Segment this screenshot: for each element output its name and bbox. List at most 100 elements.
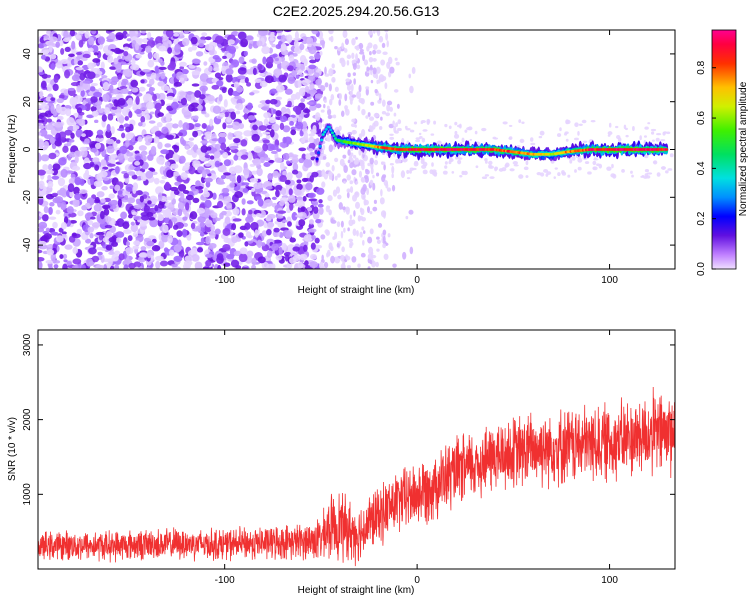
noise-cell: [58, 157, 67, 166]
noise-cell: [75, 129, 84, 138]
noise-cell: [81, 264, 87, 269]
noise-cell: [344, 38, 349, 46]
noise-cell: [376, 49, 382, 54]
noise-cell: [56, 97, 64, 104]
noise-cell: [307, 207, 313, 212]
noise-cell: [240, 38, 249, 48]
noise-cell: [361, 108, 366, 116]
noise-cell: [248, 209, 253, 215]
noise-cell: [632, 126, 635, 131]
noise-cell: [252, 124, 258, 131]
noise-cell: [373, 199, 377, 205]
noise-cell: [231, 236, 238, 244]
noise-cell: [369, 228, 374, 235]
noise-cell: [246, 250, 254, 258]
noise-cell: [119, 145, 128, 155]
noise-cell: [382, 243, 387, 249]
noise-cell: [309, 175, 314, 183]
noise-cell: [644, 154, 649, 159]
noise-cell: [96, 129, 104, 136]
noise-cell: [397, 119, 402, 125]
noise-cell: [251, 264, 257, 269]
noise-cell: [218, 194, 224, 200]
ridge-cell: [329, 128, 333, 132]
noise-cell: [358, 97, 364, 104]
noise-cell: [155, 186, 164, 195]
noise-cell: [209, 50, 215, 56]
noise-cell: [200, 36, 207, 41]
noise-cell: [243, 50, 248, 57]
noise-cell: [233, 250, 242, 257]
noise-cell: [115, 237, 122, 243]
noise-cell: [349, 186, 354, 194]
noise-cell: [291, 211, 298, 221]
noise-cell: [80, 148, 88, 158]
noise-cell: [530, 142, 536, 146]
noise-cell: [234, 191, 244, 199]
noise-cell: [139, 51, 145, 55]
noise-cell: [270, 150, 278, 155]
noise-cell: [378, 93, 382, 99]
noise-cell: [133, 204, 142, 209]
noise-cell: [351, 118, 356, 123]
noise-cell: [587, 171, 592, 175]
noise-cell: [223, 172, 231, 176]
x-tick-label: 100: [601, 575, 618, 586]
noise-cell: [359, 215, 364, 221]
noise-cell: [274, 57, 279, 62]
noise-cell: [199, 232, 205, 237]
noise-cell: [225, 68, 234, 76]
noise-cell: [249, 66, 254, 75]
noise-cell: [78, 118, 86, 127]
noise-cell: [125, 33, 131, 37]
noise-cell: [409, 246, 414, 255]
noise-cell: [186, 94, 192, 102]
noise-cell: [386, 100, 393, 106]
noise-cell: [85, 238, 92, 244]
noise-cell: [105, 244, 113, 251]
noise-cell: [415, 137, 421, 140]
noise-cell: [415, 139, 421, 143]
noise-cell: [251, 257, 257, 266]
noise-cell: [50, 105, 55, 114]
noise-cell: [71, 165, 81, 171]
noise-cell: [326, 205, 331, 210]
noise-cell: [76, 107, 83, 114]
noise-cell: [38, 140, 45, 148]
noise-cell: [328, 83, 332, 92]
noise-cell: [222, 152, 229, 159]
noise-cell: [69, 219, 77, 224]
noise-cell: [337, 194, 342, 200]
noise-cell: [296, 179, 302, 184]
noise-cell: [356, 64, 361, 70]
noise-cell: [397, 127, 402, 132]
noise-cell: [409, 85, 414, 94]
noise-cell: [592, 160, 597, 166]
noise-cell: [177, 132, 184, 137]
noise-cell: [52, 163, 61, 171]
noise-cell: [250, 221, 259, 231]
noise-cell: [45, 227, 50, 232]
noise-cell: [350, 83, 354, 92]
noise-cell: [123, 229, 132, 235]
noise-cell: [201, 123, 207, 129]
noise-cell: [205, 181, 211, 188]
noise-cell: [565, 119, 571, 125]
noise-cell: [201, 32, 208, 37]
noise-cell: [273, 68, 283, 77]
noise-cell: [164, 161, 171, 167]
noise-cell: [74, 155, 79, 164]
ridge-cell: [330, 131, 335, 135]
noise-cell: [114, 250, 121, 256]
noise-cell: [275, 110, 282, 117]
noise-cell: [505, 162, 510, 168]
noise-cell: [176, 230, 183, 237]
noise-cell: [418, 132, 422, 136]
noise-cell: [86, 114, 94, 119]
noise-cell: [454, 130, 458, 135]
noise-cell: [457, 159, 462, 165]
noise-cell: [67, 183, 75, 193]
noise-cell: [252, 67, 257, 76]
noise-cell: [372, 43, 378, 50]
noise-cell: [382, 51, 388, 56]
